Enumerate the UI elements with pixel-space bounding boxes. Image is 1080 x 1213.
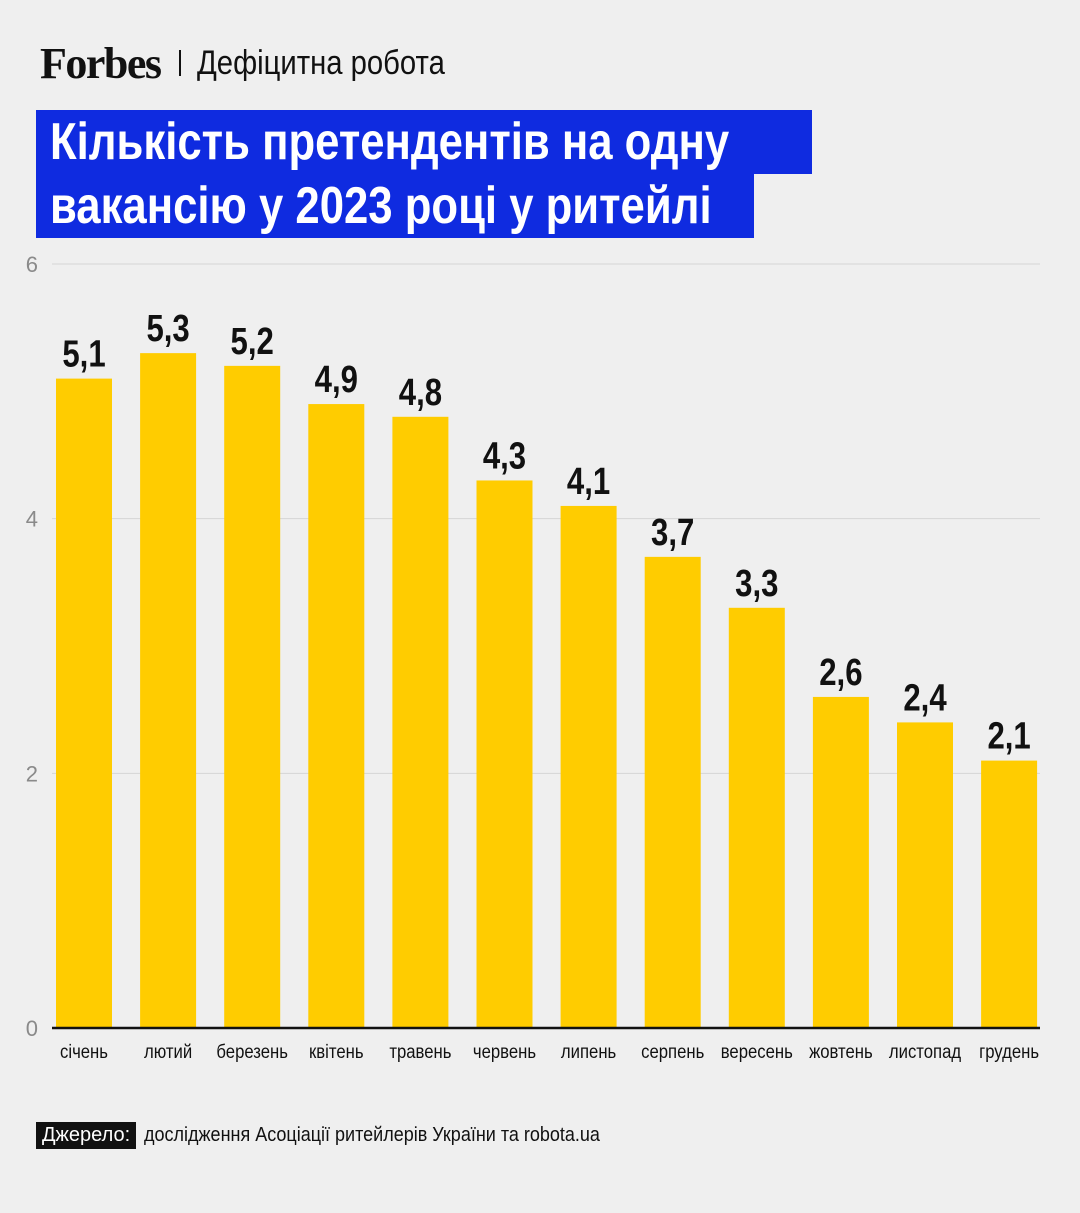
bar: [392, 416, 449, 1028]
x-tick-label: березень: [216, 1041, 288, 1062]
data-label: 4,3: [483, 436, 526, 478]
forbes-logo: Forbes: [40, 38, 162, 88]
x-tick-label: жовтень: [809, 1041, 873, 1062]
brand-separator: [178, 50, 181, 76]
data-label: 2,1: [987, 716, 1030, 758]
data-label: 4,1: [567, 461, 610, 503]
x-tick-label: серпень: [641, 1041, 704, 1062]
data-label: 5,3: [146, 308, 189, 350]
x-tick-label: січень: [60, 1041, 108, 1062]
x-tick-label: листопад: [889, 1041, 962, 1062]
bar: [56, 378, 112, 1029]
bar: [560, 505, 617, 1028]
bar: [644, 556, 701, 1028]
x-tick-label: липень: [561, 1041, 616, 1062]
x-tick-label: грудень: [979, 1041, 1039, 1062]
bar: [812, 696, 869, 1028]
bar: [897, 722, 953, 1028]
chart-title-text-1: Кількість претендентів на одну: [50, 113, 730, 171]
bar: [224, 365, 281, 1028]
x-tick-label: червень: [473, 1041, 536, 1062]
data-label: 3,3: [735, 563, 778, 605]
y-tick-label: 0: [26, 1016, 38, 1041]
x-tick-label: квітень: [309, 1041, 364, 1062]
section-name: Дефіцитна робота: [196, 43, 445, 82]
chart-title-text-2: вакансію у 2023 році у ритейлі: [50, 177, 712, 235]
data-label: 4,9: [315, 359, 358, 401]
data-label: 2,6: [819, 652, 862, 694]
bar: [476, 480, 533, 1028]
x-tick-label: травень: [389, 1041, 451, 1062]
data-label: 3,7: [651, 512, 694, 554]
chart-title-line-2: вакансію у 2023 році у ритейлі: [36, 174, 754, 238]
data-label: 5,1: [62, 334, 105, 376]
data-label: 2,4: [903, 678, 947, 720]
x-tick-label: вересень: [721, 1041, 793, 1062]
data-label: 4,8: [399, 372, 442, 414]
source-text: дослідження Асоціації ритейлерів України…: [144, 1124, 601, 1146]
y-tick-label: 2: [26, 761, 38, 786]
bar: [981, 760, 1038, 1028]
y-tick-label: 6: [26, 252, 38, 277]
source-label: Джерело:: [36, 1122, 137, 1149]
bar-chart: 0 2 4 6 5,1 січень 5,3 лютий 5,2 березень 4,9 квіте…: [26, 252, 1040, 1062]
y-tick-label: 4: [26, 507, 38, 532]
bar: [728, 607, 785, 1028]
bar: [308, 404, 365, 1028]
source-footer: Джерело: дослідження Асоціації ритейлері…: [36, 1122, 651, 1149]
bar: [140, 353, 197, 1029]
data-label: 5,2: [231, 321, 274, 363]
x-tick-label: лютий: [144, 1041, 192, 1062]
brand-header: Forbes Дефіцитна робота: [40, 38, 485, 88]
chart-title-line-1: Кількість претендентів на одну: [36, 110, 812, 174]
